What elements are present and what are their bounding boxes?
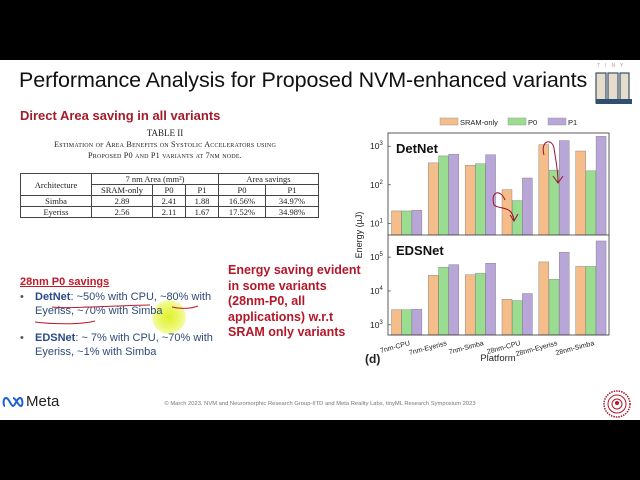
x-tick-label: 7nm-Simba xyxy=(448,340,484,356)
table-header: 7 nm Area (mm²) xyxy=(91,173,219,185)
table-subheader: P0 xyxy=(218,184,266,196)
bullet-text: : ~ 7% with CPU, ~70% with Eyeriss, ~1% … xyxy=(35,332,213,358)
slide: Performance Analysis for Proposed NVM-en… xyxy=(0,60,640,420)
p0-savings-heading: 28nm P0 savings xyxy=(20,276,110,288)
energy-saving-note: Energy saving evident in some variants (… xyxy=(228,263,361,339)
table-row: Simba 2.89 2.41 1.88 16.56% 34.97% xyxy=(20,195,319,207)
table-cell: Eyeriss xyxy=(20,206,92,218)
list-item: • EDSNet: ~ 7% with CPU, ~70% with Eyeri… xyxy=(20,331,220,359)
x-tick-label: 7nm-Eyeriss xyxy=(408,340,448,357)
svg-text:EDSNet: EDSNet xyxy=(396,243,444,258)
svg-text:101: 101 xyxy=(370,218,383,228)
bullet-label: EDSNet xyxy=(35,332,76,344)
area-saving-heading: Direct Area saving in all variants xyxy=(20,108,221,123)
pen-arrow-annotation xyxy=(492,192,519,222)
energy-bar-chart: SRAM-only P0 P1 101 102 103 DetNet 103 104 105 EDS… xyxy=(354,117,610,366)
panel-label: (d) xyxy=(365,352,380,366)
tinyml-mark-icon xyxy=(595,72,632,104)
p0-savings-list: • DetNet: ~50% with CPU, ~80% with Eyeri… xyxy=(20,290,220,372)
svg-text:P0: P0 xyxy=(528,118,537,127)
bullet-label: DetNet xyxy=(35,291,71,303)
table-cell: 2.56 xyxy=(91,206,153,218)
chart-panel-detnet: 101 102 103 DetNet xyxy=(370,136,607,236)
list-item: • DetNet: ~50% with CPU, ~80% with Eyeri… xyxy=(20,290,220,318)
pen-arrow-annotation xyxy=(542,141,564,184)
svg-text:DetNet: DetNet xyxy=(396,141,439,156)
tinyml-logo-text: TINY xyxy=(597,63,629,69)
table-cell: 34.98% xyxy=(265,206,319,218)
table-cell: 1.88 xyxy=(185,195,219,207)
table-cell: 2.89 xyxy=(91,195,153,207)
table-subheader: P1 xyxy=(265,184,319,196)
table-cell: 2.41 xyxy=(152,195,186,207)
table-caption-line: Estimation of Area Benefits on Systolic … xyxy=(54,140,276,149)
x-tick-label: 7nm-CPU xyxy=(379,340,410,355)
svg-text:P1: P1 xyxy=(568,118,577,127)
svg-text:SRAM-only: SRAM-only xyxy=(460,118,498,127)
table-header: Area savings xyxy=(218,173,319,185)
bullet-icon: • xyxy=(20,332,24,344)
bullet-icon: • xyxy=(20,291,24,303)
table-subheader: P1 xyxy=(185,184,219,196)
table-subheader: SRAM-only xyxy=(91,184,153,196)
area-table: Architecture 7 nm Area (mm²) Area saving… xyxy=(20,173,319,218)
chart-frame xyxy=(387,132,610,336)
svg-text:104: 104 xyxy=(370,286,383,296)
meta-infinity-icon xyxy=(2,396,24,407)
table-cell: 1.67 xyxy=(185,206,219,218)
y-axis-label: Energy (µJ) xyxy=(354,212,364,259)
table-cell: 34.97% xyxy=(265,195,319,207)
iit-delhi-logo-icon xyxy=(603,390,631,418)
table-row: Eyeriss 2.56 2.11 1.67 17.52% 34.98% xyxy=(20,206,319,218)
table-subheader: P0 xyxy=(152,184,186,196)
table-header: Architecture xyxy=(20,173,92,196)
copyright-footer: © March 2023, NVM and Neuromorphic Resea… xyxy=(164,401,476,407)
table-caption-line: Proposed P0 and P1 variants at 7nm node. xyxy=(88,151,242,160)
table-cell: 2.11 xyxy=(152,206,186,218)
table-cell: 17.52% xyxy=(218,206,266,218)
slide-title: Performance Analysis for Proposed NVM-en… xyxy=(19,68,588,92)
table-cell: 16.56% xyxy=(218,195,266,207)
x-axis-label: Platform xyxy=(480,353,515,364)
meta-logo: Meta xyxy=(2,393,59,410)
meta-brand-text: Meta xyxy=(26,393,60,410)
svg-text:103: 103 xyxy=(370,320,383,330)
chart-panel-edsnet: 103 104 105 EDSNet xyxy=(370,240,607,336)
table-cell: Simba xyxy=(20,195,92,207)
svg-text:103: 103 xyxy=(370,141,383,151)
tinyml-logo: TINY xyxy=(594,63,634,107)
table-caption-title: TABLE II xyxy=(146,128,184,138)
svg-text:102: 102 xyxy=(370,180,383,190)
chart-legend: SRAM-only P0 P1 xyxy=(439,117,577,127)
x-tick-label: 28nm-Eyeriss xyxy=(515,340,559,358)
svg-text:105: 105 xyxy=(370,252,383,262)
x-tick-label: 28nm-Simba xyxy=(555,340,595,357)
